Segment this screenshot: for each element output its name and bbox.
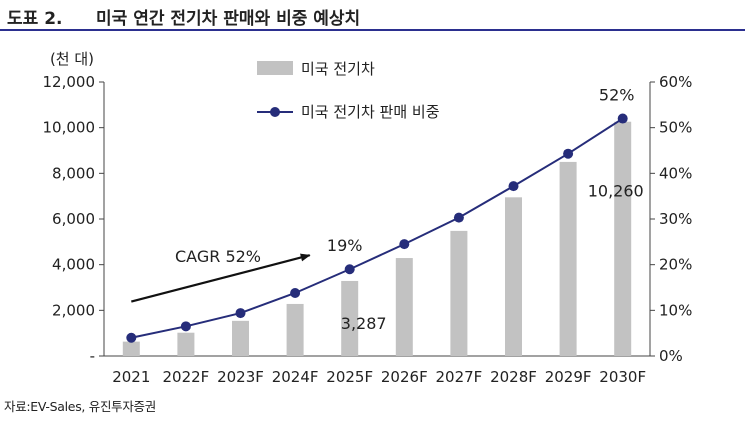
y-left-unit-label: (천 대) (50, 50, 94, 68)
x-tick-label: 2025F (326, 368, 373, 386)
cagr-arrow (131, 253, 311, 303)
x-tick-label: 2022F (162, 368, 209, 386)
header: 도표 2. 미국 연간 전기차 판매와 비중 예상치 (0, 0, 745, 34)
line-point-2021 (126, 332, 137, 343)
bar-2026F (395, 258, 413, 356)
bar-2030F (614, 121, 632, 356)
y-left-tick-label: 12,000 (43, 73, 96, 91)
source-note: 자료:EV-Sales, 유진투자증권 (4, 399, 156, 414)
x-tick-label: 2028F (490, 368, 537, 386)
x-tick-label: 2026F (381, 368, 428, 386)
data-label: 52% (599, 86, 635, 105)
y-right-tick-label: 50% (659, 119, 692, 137)
y-right-tick-label: 60% (659, 73, 692, 91)
data-label: 19% (327, 236, 363, 255)
data-label: 3,287 (341, 314, 387, 333)
y-left-tick-label: 10,000 (43, 119, 96, 137)
line-point-2026F (399, 239, 410, 250)
bar-2028F (505, 197, 522, 356)
line-point-2025F (344, 264, 355, 275)
chart-title: 미국 연간 전기차 판매와 비중 예상치 (96, 9, 361, 29)
line-share-series (131, 117, 624, 339)
x-tick-label: 2024F (272, 368, 319, 386)
y-right-tick-label: 20% (659, 256, 692, 274)
y-left-tick-label: 6,000 (52, 210, 95, 228)
y-right-tick-label: 10% (659, 301, 692, 319)
cagr-annotation: CAGR 52% (175, 247, 261, 266)
y-right-tick-label: 30% (659, 210, 692, 228)
line-point-2027F (453, 212, 464, 223)
figure-label: 도표 2. (7, 9, 63, 29)
line-point-2022F (180, 321, 191, 332)
x-tick-label: 2027F (435, 368, 482, 386)
header-divider (0, 29, 745, 31)
data-label: 10,260 (588, 182, 644, 201)
bar-2029F (559, 161, 577, 356)
bar-2022F (177, 332, 195, 356)
combo-chart: - 2,000 4,000 6,000 8,000 10,000 12,000 0% 10% 20… (43, 50, 693, 386)
legend-bar-label: 미국 전기차 (301, 60, 375, 78)
y-right-tick-label: 40% (659, 164, 692, 182)
legend-bar-swatch (257, 61, 293, 75)
y-left-tick-label: - (90, 347, 95, 365)
line-point-2029F (563, 148, 574, 159)
x-tick-label: 2021 (112, 368, 150, 386)
line-point-2030F (617, 113, 628, 124)
x-tick-label: 2030F (599, 368, 646, 386)
x-tick-label: 2023F (217, 368, 264, 386)
legend-line-label: 미국 전기차 판매 비중 (301, 103, 440, 121)
line-point-2024F (290, 287, 301, 298)
y-left-tick-label: 8,000 (52, 164, 95, 182)
line-point-2028F (508, 181, 519, 192)
bar-2024F (286, 303, 304, 356)
y-left-tick-label: 4,000 (52, 256, 95, 274)
x-tick-label: 2029F (545, 368, 592, 386)
line-point-2023F (235, 308, 246, 319)
bar-2021 (122, 341, 140, 356)
y-right-tick-label: 0% (659, 347, 683, 365)
bar-2023F (232, 320, 249, 356)
y-left-tick-label: 2,000 (52, 301, 95, 319)
legend-line-marker (270, 107, 280, 117)
bar-2027F (450, 230, 468, 356)
bar-2025F (341, 280, 359, 356)
